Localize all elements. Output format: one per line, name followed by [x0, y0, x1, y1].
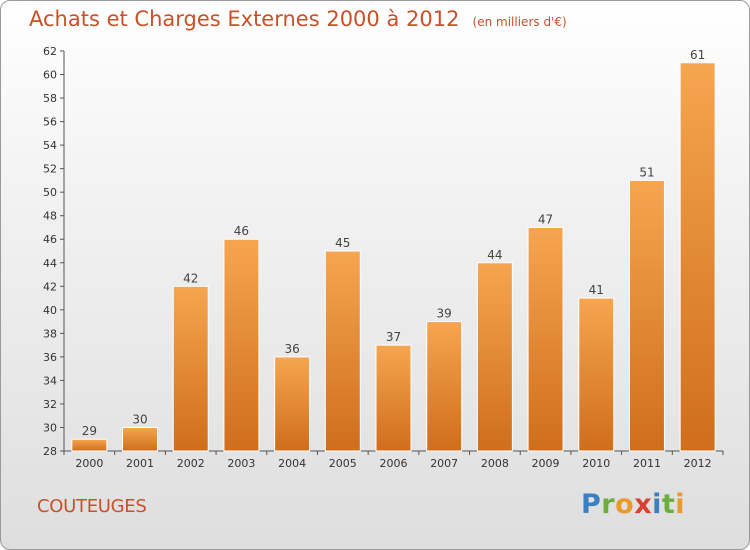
y-tick-label: 50	[43, 186, 57, 199]
bar-2004	[274, 356, 311, 452]
data-label-2002: 42	[183, 271, 198, 285]
x-tick-label: 2002	[177, 457, 205, 470]
bar-2001	[122, 426, 159, 452]
data-label-2008: 44	[487, 248, 502, 262]
y-tick-label: 30	[43, 421, 57, 434]
x-tick-label: 2003	[227, 457, 255, 470]
bar-2008	[476, 262, 513, 452]
y-tick-label: 46	[43, 233, 57, 246]
x-tick-label: 2000	[75, 457, 103, 470]
data-label-2005: 45	[335, 236, 350, 250]
bar-2000	[71, 438, 108, 452]
y-tick-label: 48	[43, 210, 57, 223]
data-label-2001: 30	[132, 412, 147, 426]
y-tick-label: 58	[43, 92, 57, 105]
bar-2002	[172, 285, 209, 452]
x-tick-label: 2012	[684, 457, 712, 470]
y-tick-label: 60	[43, 69, 57, 82]
y-tick-label: 40	[43, 304, 57, 317]
data-label-2000: 29	[82, 424, 97, 438]
data-label-2011: 51	[639, 165, 654, 179]
y-tick-label: 52	[43, 163, 57, 176]
commune-name: COUTEUGES	[37, 496, 147, 517]
x-tick-label: 2001	[126, 457, 154, 470]
y-tick-label: 34	[43, 374, 57, 387]
bar-2007	[426, 321, 463, 452]
y-tick-label: 28	[43, 445, 57, 458]
y-tick-label: 38	[43, 327, 57, 340]
data-label-2012: 61	[690, 48, 705, 62]
y-tick-label: 54	[43, 139, 57, 152]
proxiti-logo: Proxiti	[581, 489, 686, 520]
y-tick-label: 56	[43, 116, 57, 129]
x-tick-label: 2011	[633, 457, 661, 470]
labels: 29 30 42 46 36 45 37 39 44 47 41 51 61	[82, 48, 706, 438]
bar-2010	[578, 297, 615, 452]
data-label-2010: 41	[589, 283, 604, 297]
y-tick-label: 32	[43, 398, 57, 411]
bar-2011	[628, 179, 665, 452]
bar-2003	[223, 238, 260, 452]
y-tick-label: 44	[43, 257, 57, 270]
data-label-2006: 37	[386, 330, 401, 344]
y-tick-label: 36	[43, 351, 57, 364]
data-label-2009: 47	[538, 212, 553, 226]
y-tick-label: 62	[43, 45, 57, 58]
x-tick-label: 2008	[481, 457, 509, 470]
bar-2005	[324, 250, 361, 452]
x-tick-label: 2007	[430, 457, 458, 470]
x-tick-label: 2004	[278, 457, 306, 470]
y-tick-label: 42	[43, 280, 57, 293]
x-tick-label: 2005	[329, 457, 357, 470]
bars	[71, 62, 716, 452]
title-unit: (en milliers d'€)	[472, 15, 567, 29]
data-label-2003: 46	[234, 224, 249, 238]
x-tick-label: 2010	[582, 457, 610, 470]
x-tick-label: 2009	[532, 457, 560, 470]
data-label-2004: 36	[284, 342, 299, 356]
axes: 28 30 32 34 36 38 40 42 44 46 48 50 52 54 56 58 60 62 2000…	[43, 45, 724, 470]
chart-title: Achats et Charges Externes 2000 à 2012 (…	[29, 7, 567, 31]
bar-2009	[527, 226, 564, 452]
bar-2006	[375, 344, 412, 452]
bar-2012	[679, 62, 716, 452]
data-label-2007: 39	[437, 307, 452, 321]
x-tick-label: 2006	[380, 457, 408, 470]
title-text: Achats et Charges Externes 2000 à 2012	[29, 7, 460, 31]
